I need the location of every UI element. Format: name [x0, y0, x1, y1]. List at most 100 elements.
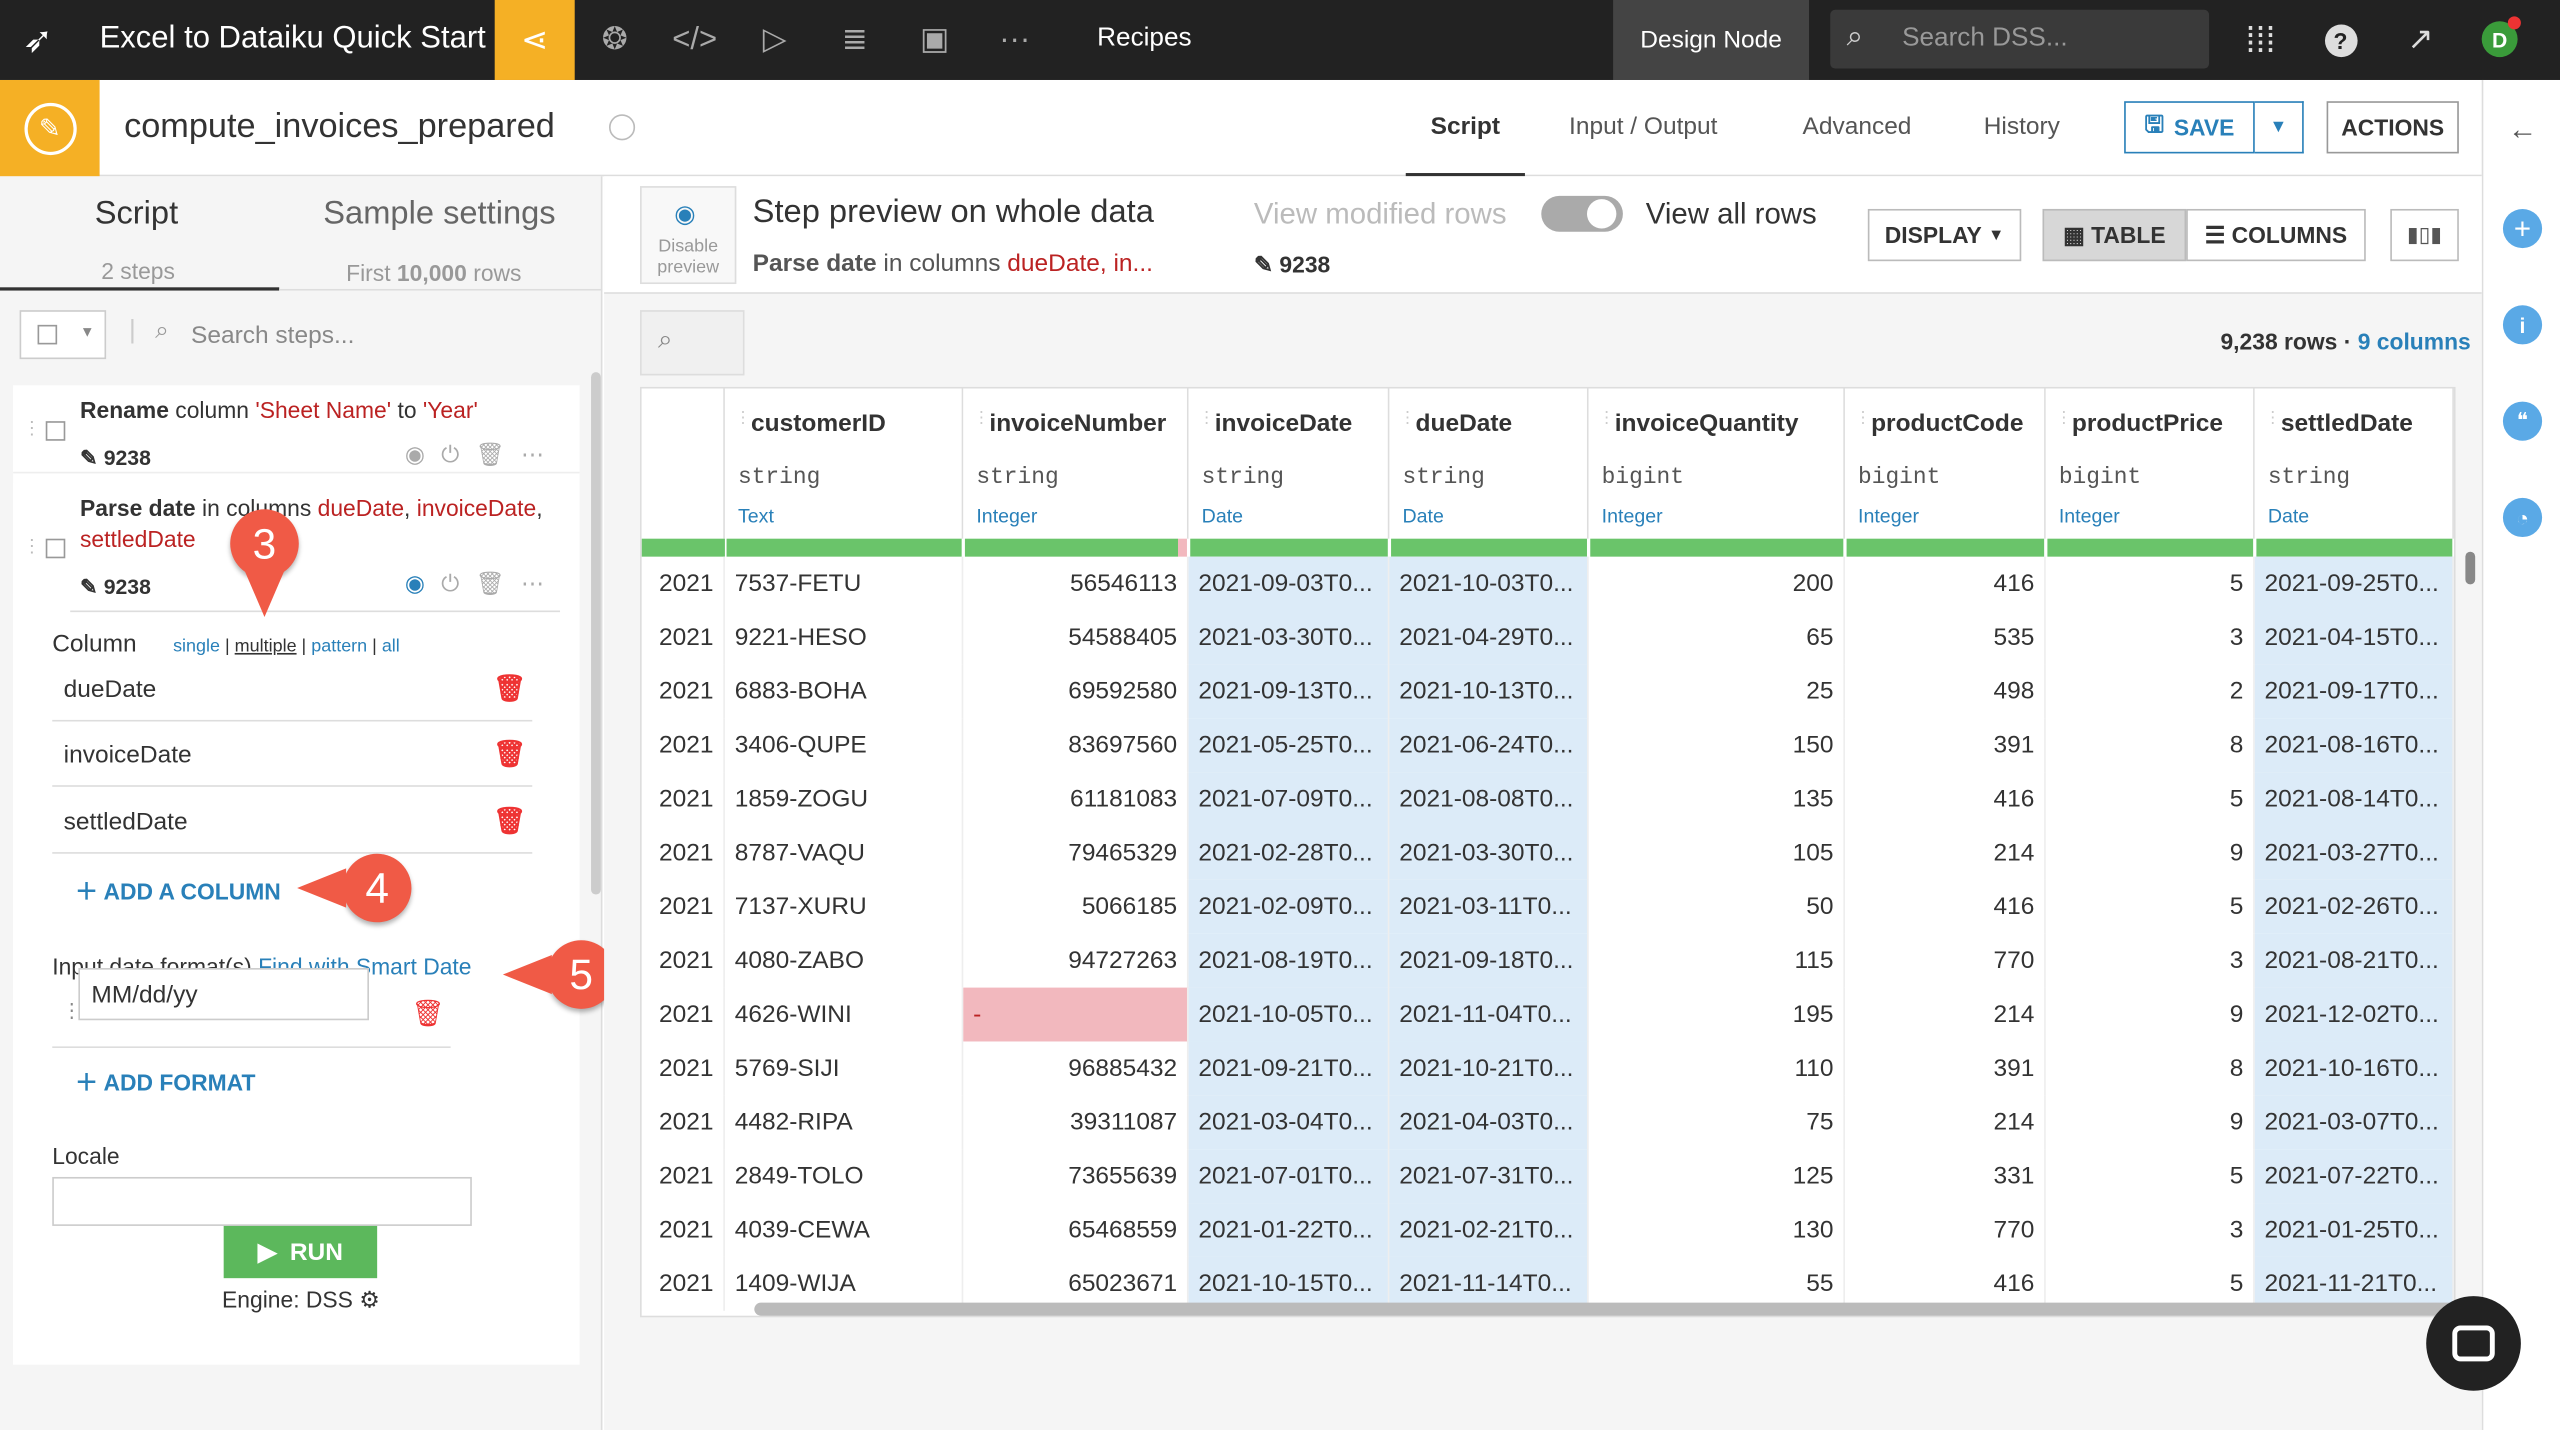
drag-handle-icon[interactable]: ⋮ — [1198, 409, 1215, 428]
column-header[interactable]: ⋮ customerID string Text — [724, 388, 964, 539]
table-cell[interactable]: 2021-02-21T0... — [1389, 1203, 1589, 1257]
table-cell[interactable]: 75 — [1589, 1095, 1845, 1150]
table-cell[interactable]: 2021 — [642, 1256, 725, 1311]
column-meaning[interactable]: Integer — [1601, 504, 1663, 528]
column-header[interactable]: ⋮ productCode bigint Integer — [1844, 388, 2046, 539]
table-cell[interactable]: 2021-09-25T0... — [2254, 556, 2454, 611]
table-cell[interactable]: 4039-CEWA — [725, 1203, 964, 1257]
help-icon[interactable]: ? — [2300, 0, 2380, 80]
mode-pattern[interactable]: pattern — [311, 636, 368, 657]
collapse-arrow-icon[interactable]: ← — [2507, 112, 2538, 146]
column-row[interactable]: dueDate 🗑 — [52, 656, 533, 722]
table-cell[interactable]: 2021-09-13T0... — [1188, 664, 1390, 719]
column-meaning[interactable]: Integer — [1858, 504, 1920, 528]
table-cell[interactable]: 214 — [1845, 987, 2046, 1042]
table-cell[interactable]: 5 — [2046, 879, 2255, 934]
step-checkbox[interactable] — [45, 538, 66, 559]
table-cell[interactable]: 73655639 — [963, 1149, 1189, 1204]
table-cell[interactable]: 2021-09-03T0... — [1188, 556, 1390, 611]
table-cell[interactable]: 110 — [1589, 1041, 1845, 1096]
mode-all[interactable]: all — [381, 636, 400, 657]
view-modified-rows-label[interactable]: View modified rows — [1253, 197, 1507, 231]
table-cell[interactable]: 25 — [1589, 664, 1845, 719]
table-cell[interactable]: 2021 — [642, 772, 725, 826]
table-cell[interactable]: 2021-04-29T0... — [1389, 610, 1589, 665]
table-cell[interactable]: 2021-02-09T0... — [1188, 879, 1390, 934]
table-cell[interactable]: 2021-10-05T0... — [1188, 987, 1390, 1042]
table-cell[interactable]: 2 — [2046, 664, 2255, 719]
drag-handle-icon[interactable]: ⋮ — [2264, 409, 2281, 428]
table-cell[interactable]: 2021-10-03T0... — [1389, 556, 1589, 611]
table-cell[interactable]: 2021-04-15T0... — [2254, 610, 2454, 665]
code-brackets-icon[interactable]: </> — [672, 22, 718, 57]
table-cell[interactable]: 2021-03-11T0... — [1389, 879, 1589, 934]
save-button[interactable]: 🖫 SAVE — [2124, 101, 2255, 154]
column-row[interactable]: invoiceDate 🗑 — [52, 722, 533, 787]
column-header[interactable]: ⋮ productPrice bigint Integer — [2045, 388, 2255, 539]
step-rename-column[interactable]: ⋮⋮ Rename column 'Sheet Name' to 'Year' … — [13, 388, 580, 474]
tab-script[interactable]: Script — [1405, 80, 1525, 177]
play-jobs-icon[interactable]: ▷ — [762, 22, 787, 58]
table-cell[interactable]: 5 — [2046, 1149, 2255, 1204]
table-cell[interactable]: 61181083 — [963, 772, 1189, 826]
column-header[interactable]: ⋮ invoiceNumber string Integer — [963, 388, 1189, 539]
table-cell[interactable]: 54588405 — [963, 610, 1189, 665]
drag-handle-icon[interactable]: ⋮ — [734, 409, 752, 428]
column-header[interactable]: ⋮ invoiceDate string Date — [1188, 388, 1390, 539]
table-cell[interactable]: 2021-02-28T0... — [1188, 825, 1390, 880]
design-node-label[interactable]: Design Node — [1613, 0, 1810, 80]
chat-support-icon[interactable] — [2426, 1296, 2521, 1391]
table-cell[interactable]: 2021-08-08T0... — [1389, 772, 1589, 826]
table-cell[interactable]: 65023671 — [963, 1256, 1189, 1311]
table-cell[interactable]: 3 — [2046, 610, 2255, 665]
actions-button[interactable]: ACTIONS — [2326, 101, 2459, 154]
table-cell[interactable]: 115 — [1589, 933, 1845, 988]
table-cell[interactable]: 2021 — [642, 610, 725, 665]
table-cell[interactable]: 2021-11-04T0... — [1389, 987, 1589, 1042]
table-cell[interactable]: 79465329 — [963, 825, 1189, 880]
table-cell[interactable]: 2021-11-21T0... — [2254, 1256, 2454, 1311]
table-cell[interactable]: 2021-04-03T0... — [1389, 1095, 1589, 1150]
vertical-scrollbar[interactable] — [2465, 551, 2476, 585]
table-cell[interactable]: 770 — [1845, 1203, 2046, 1257]
table-cell[interactable]: 8787-VAQU — [725, 825, 964, 880]
more-menu-icon[interactable]: ··· — [999, 22, 1031, 57]
column-meaning[interactable]: Text — [737, 504, 774, 528]
column-meaning[interactable]: Integer — [2058, 504, 2120, 528]
table-cell[interactable]: 4626-WINI — [725, 987, 964, 1042]
table-cell[interactable]: 200 — [1589, 556, 1845, 611]
table-cell[interactable]: 2021 — [642, 1149, 725, 1204]
table-cell[interactable]: 416 — [1845, 772, 2046, 826]
table-cell[interactable]: 2021 — [642, 987, 725, 1042]
table-cell[interactable]: 331 — [1845, 1149, 2046, 1204]
table-cell[interactable]: 9221-HESO — [725, 610, 964, 665]
mode-multiple[interactable]: multiple — [234, 636, 297, 657]
code-recipe-icon[interactable]: ❂ — [601, 22, 628, 58]
table-cell[interactable]: 2021-08-19T0... — [1188, 933, 1390, 988]
table-cell[interactable]: 214 — [1845, 825, 2046, 880]
table-cell[interactable]: 55 — [1589, 1256, 1845, 1311]
table-cell[interactable]: 416 — [1845, 556, 2046, 611]
table-cell[interactable]: 2021 — [642, 556, 725, 611]
table-cell[interactable]: 2021-11-14T0... — [1389, 1256, 1589, 1311]
apps-grid-icon[interactable]: ⁞⁞⁞ — [2245, 18, 2276, 60]
step-checkbox[interactable] — [45, 421, 66, 441]
table-cell[interactable]: 56546113 — [963, 556, 1189, 611]
table-cell[interactable]: 2021 — [642, 825, 725, 880]
recipe-name[interactable]: compute_invoices_prepared — [124, 107, 555, 146]
table-cell[interactable]: 2021-12-02T0... — [2254, 987, 2454, 1042]
table-cell[interactable]: 9 — [2046, 825, 2255, 880]
table-cell[interactable]: 96885432 — [963, 1041, 1189, 1096]
table-cell[interactable]: 195 — [1589, 987, 1845, 1042]
table-cell[interactable]: 2021-09-17T0... — [2254, 664, 2454, 719]
table-cell[interactable]: 2021-08-16T0... — [2254, 718, 2454, 773]
table-cell[interactable]: 2021-09-21T0... — [1188, 1041, 1390, 1096]
dashboard-icon[interactable]: ▣ — [920, 22, 950, 58]
drag-handle-icon[interactable]: ⋮ — [1598, 409, 1615, 428]
table-cell[interactable]: 2021 — [642, 718, 725, 773]
tab-history[interactable]: History — [1983, 112, 2060, 141]
drag-handle-icon[interactable]: ⋮ — [973, 409, 990, 428]
table-cell[interactable]: 2021-03-04T0... — [1188, 1095, 1390, 1150]
table-cell[interactable]: 135 — [1589, 772, 1845, 826]
add-format-button[interactable]: ＋ ADD FORMAT — [75, 1069, 256, 1096]
